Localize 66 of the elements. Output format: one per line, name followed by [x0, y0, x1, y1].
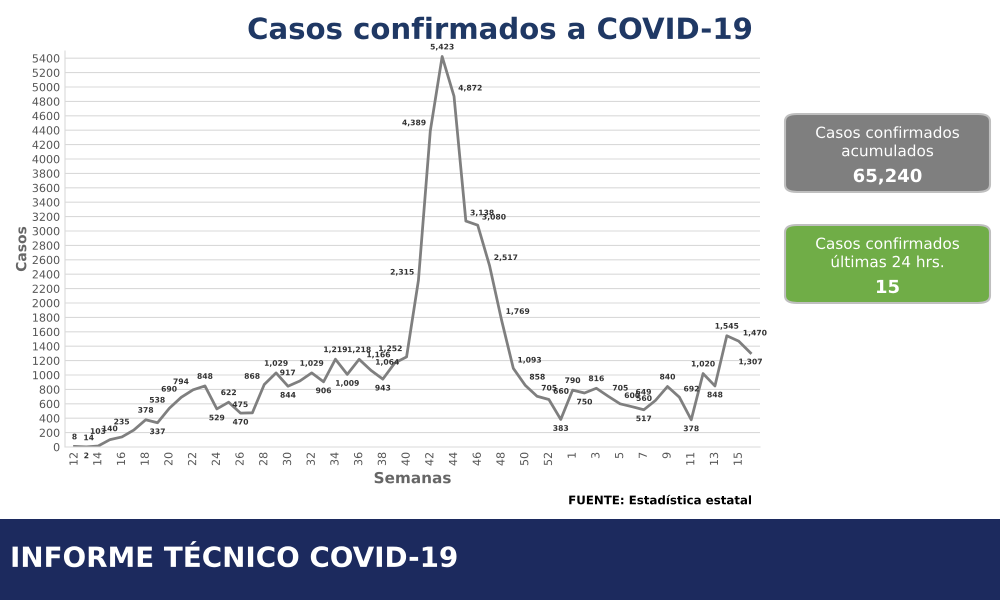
x-tick-label: 9 [662, 452, 671, 458]
y-tick-label: 5200 [32, 68, 60, 77]
y-axis-title: Casos [16, 226, 26, 272]
y-tick-label: 3400 [32, 198, 60, 207]
y-tick-label: 3000 [32, 226, 60, 236]
x-tick-label: 20 [164, 452, 173, 466]
y-tick-label: 400 [39, 414, 60, 423]
y-tick-label: 2400 [32, 270, 60, 279]
y-tick-label: 2600 [32, 256, 60, 264]
y-tick-label: 0 [54, 442, 60, 452]
y-tick-label: 4200 [32, 140, 60, 149]
x-tick-label: 34 [330, 452, 339, 466]
y-tick-label: 4800 [32, 97, 60, 106]
chart-title: Casos confirmados a COVID-19 [248, 16, 752, 40]
x-axis-title: Semanas [374, 472, 451, 484]
y-tick-label: 5400 [32, 54, 60, 63]
text: 65,240 [854, 168, 922, 185]
x-tick-label: 30 [282, 452, 292, 466]
y-tick-label: 1200 [33, 356, 60, 365]
y-tick-label: 4400 [32, 126, 60, 135]
x-tick-label: 46 [472, 452, 481, 466]
x-tick-label: 50 [520, 452, 528, 466]
x-tick-label: 44 [448, 452, 458, 466]
x-tick-label: 28 [259, 452, 268, 466]
x-tick-label: 22 [188, 452, 196, 466]
x-tick-label: 15 [734, 452, 742, 465]
x-tick-label: 13 [710, 452, 718, 465]
x-tick-label: 1 [568, 452, 576, 458]
x-tick-label: 5 [615, 452, 624, 458]
x-tick-label: 40 [401, 452, 410, 466]
x-tick-label: 24 [212, 452, 220, 466]
text: Casos confirmados acumulados [816, 126, 959, 156]
y-tick-label: 800 [40, 385, 60, 394]
y-tick-label: 2000 [32, 298, 60, 308]
y-tick-label: 1800 [33, 313, 60, 322]
y-tick-label: 3600 [32, 184, 60, 192]
y-tick-label: 2800 [32, 241, 60, 250]
x-tick-label: 52 [544, 452, 552, 466]
x-tick-label: 7 [638, 452, 647, 458]
x-tick-label: 14 [93, 452, 102, 465]
x-tick-label: 32 [306, 452, 315, 466]
y-tick-label: 1000 [33, 370, 60, 380]
y-tick-label: 600 [40, 400, 60, 408]
x-tick-label: 26 [235, 452, 244, 466]
y-tick-label: 1400 [33, 342, 60, 351]
text: 15 [876, 280, 899, 294]
text: Casos confirmados últimas 24 hrs. [816, 237, 959, 268]
y-tick-label: 3800 [32, 169, 60, 178]
y-tick-label: 4000 [32, 154, 60, 164]
x-tick-label: 36 [354, 452, 362, 466]
source-note: FUENTE: Estadística estatal [569, 494, 752, 504]
text: INFORME TÉCNICO COVID-19 [12, 541, 456, 568]
x-tick-label: 18 [140, 452, 149, 465]
x-tick-label: 3 [591, 452, 600, 458]
x-tick-label: 42 [425, 452, 434, 466]
y-tick-label: 200 [40, 428, 60, 437]
x-tick-label: 38 [378, 452, 386, 466]
y-tick-label: 3200 [32, 212, 60, 221]
y-tick-label: 2200 [32, 284, 60, 293]
y-tick-label: 4600 [32, 112, 60, 120]
y-tick-label: 1600 [33, 328, 60, 336]
x-tick-label: 48 [496, 452, 505, 466]
x-tick-label: 11 [686, 452, 694, 465]
x-tick-label: 16 [116, 452, 126, 465]
y-tick-label: 5000 [32, 82, 60, 92]
x-tick-label: 12 [69, 452, 78, 465]
